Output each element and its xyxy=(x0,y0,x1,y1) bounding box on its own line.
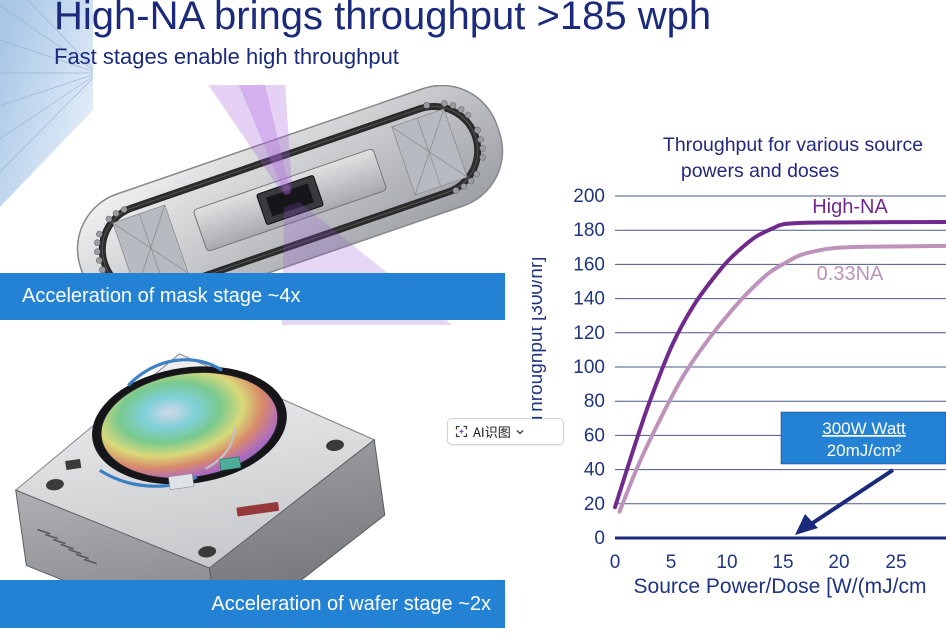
svg-text:25: 25 xyxy=(885,552,906,573)
svg-text:200: 200 xyxy=(573,186,605,207)
svg-text:0: 0 xyxy=(594,528,605,549)
svg-text:80: 80 xyxy=(584,391,605,412)
svg-text:0: 0 xyxy=(610,552,621,573)
svg-text:180: 180 xyxy=(573,220,605,241)
svg-text:20: 20 xyxy=(584,494,605,515)
svg-text:40: 40 xyxy=(584,460,605,481)
svg-text:10: 10 xyxy=(716,552,737,573)
svg-text:60: 60 xyxy=(584,425,605,446)
svg-text:120: 120 xyxy=(573,323,605,344)
svg-text:300W Watt: 300W Watt xyxy=(822,419,906,438)
svg-text:20mJ/cm²: 20mJ/cm² xyxy=(827,441,902,460)
svg-text:160: 160 xyxy=(573,254,605,275)
svg-text:Source Power/Dose [W/(mJ/cm: Source Power/Dose [W/(mJ/cm xyxy=(634,575,927,598)
svg-text:15: 15 xyxy=(772,552,793,573)
svg-text:Throughput for various source: Throughput for various source xyxy=(663,134,923,156)
svg-text:20: 20 xyxy=(828,552,849,573)
svg-text:100: 100 xyxy=(573,357,605,378)
svg-text:0.33NA: 0.33NA xyxy=(817,263,884,285)
svg-text:powers and doses: powers and doses xyxy=(681,160,840,182)
svg-text:140: 140 xyxy=(573,289,605,310)
svg-text:High-NA: High-NA xyxy=(812,196,888,218)
svg-text:5: 5 xyxy=(666,552,677,573)
